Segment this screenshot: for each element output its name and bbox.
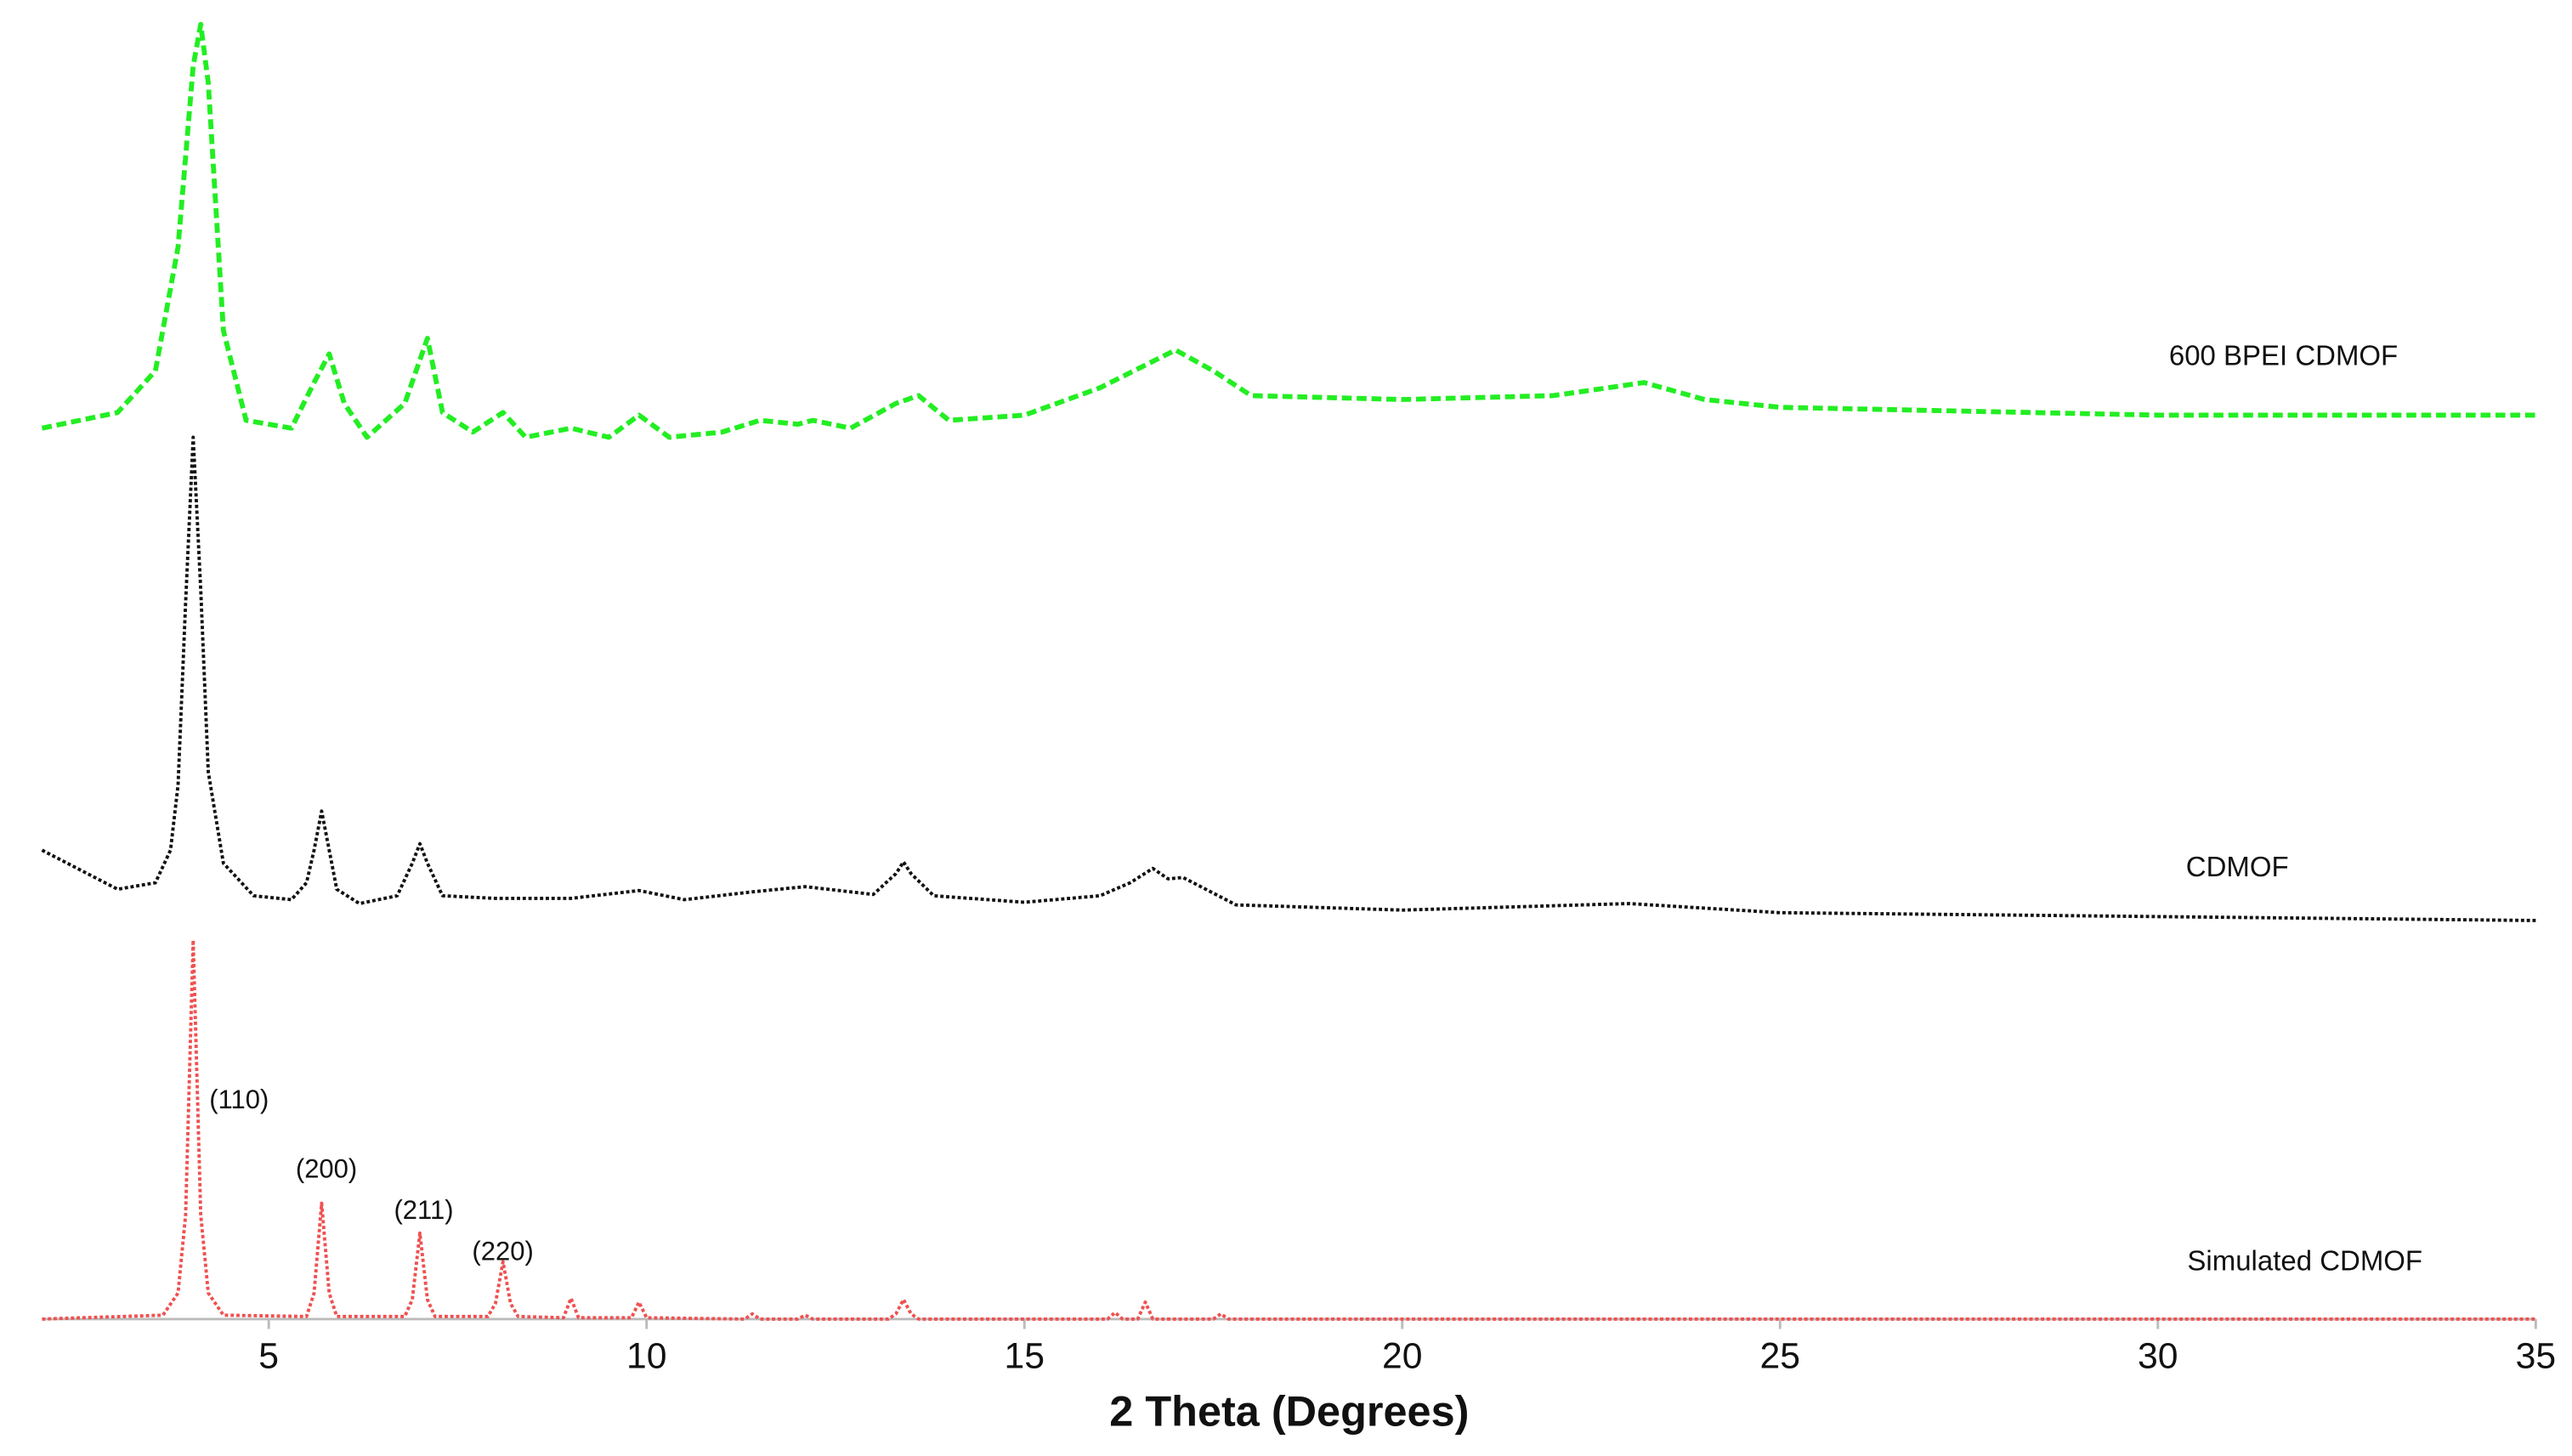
x-tick-label: 5 — [258, 1336, 279, 1377]
x-tick-label: 25 — [1760, 1336, 1800, 1377]
series-line — [41, 435, 2536, 922]
series-label: 600 BPEI CDMOF — [2169, 340, 2398, 371]
peak-annotation: (200) — [296, 1154, 357, 1184]
peak-annotation: (110) — [209, 1085, 269, 1114]
x-axis-title: 2 Theta (Degrees) — [1109, 1387, 1469, 1436]
series-line — [41, 21, 2536, 440]
peak-annotation: (220) — [472, 1237, 533, 1266]
series-label: CDMOF — [2186, 851, 2289, 882]
series-line — [42, 938, 2536, 1321]
x-tick-label: 20 — [1382, 1336, 1422, 1377]
peak-annotation: (211) — [394, 1195, 453, 1225]
x-tick-label: 30 — [2138, 1336, 2178, 1377]
x-tick-label: 35 — [2516, 1336, 2556, 1377]
x-tick-label: 15 — [1005, 1336, 1045, 1377]
x-tick-label: 10 — [626, 1336, 666, 1377]
series-label: Simulated CDMOF — [2187, 1245, 2422, 1277]
